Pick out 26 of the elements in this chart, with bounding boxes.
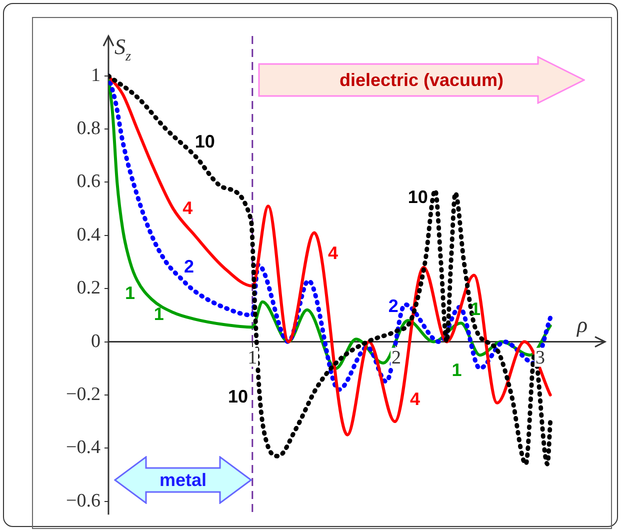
annotation: 4 <box>328 243 338 263</box>
y-tick-label: 0.2 <box>76 278 100 299</box>
x-axis-title: ρ <box>576 312 588 337</box>
x-tick-label: 2 <box>392 347 402 368</box>
y-tick-label: 0.4 <box>76 224 101 246</box>
annotation: 1 <box>470 298 480 319</box>
annotation: 10 <box>228 386 248 407</box>
y-tick-label: −0.2 <box>66 384 100 405</box>
y-tick-label: 0 <box>90 330 100 352</box>
y-tick-label: −0.6 <box>66 490 100 512</box>
double-arrow: metal <box>114 456 252 504</box>
y-tick-label: 1 <box>90 64 100 86</box>
annotation: 2 <box>184 256 194 276</box>
x-tick-label: 1 <box>248 347 258 368</box>
y-tick-label: 0.6 <box>76 171 100 192</box>
series-label: 4 <box>182 198 193 218</box>
x-tick-label: 3 <box>535 347 545 368</box>
annotation: 10 <box>408 187 428 208</box>
annotation: 4 <box>410 389 420 410</box>
series-label: 10 <box>194 131 215 152</box>
series-label: 2 <box>388 296 398 316</box>
right-arrow: dielectric (vacuum) <box>258 56 585 104</box>
series-label: 1 <box>154 304 164 324</box>
y-tick-label: 0.8 <box>76 118 100 140</box>
annotation: 1 <box>125 282 136 303</box>
y-tick-label: −0.4 <box>66 437 101 458</box>
